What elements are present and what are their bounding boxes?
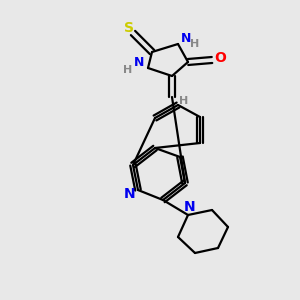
Text: N: N: [124, 187, 136, 201]
Text: N: N: [181, 32, 191, 44]
Text: O: O: [214, 51, 226, 65]
Text: S: S: [124, 21, 134, 35]
Text: H: H: [190, 39, 200, 49]
Text: N: N: [134, 56, 144, 70]
Text: H: H: [123, 65, 133, 75]
Text: N: N: [184, 200, 196, 214]
Text: H: H: [179, 96, 189, 106]
